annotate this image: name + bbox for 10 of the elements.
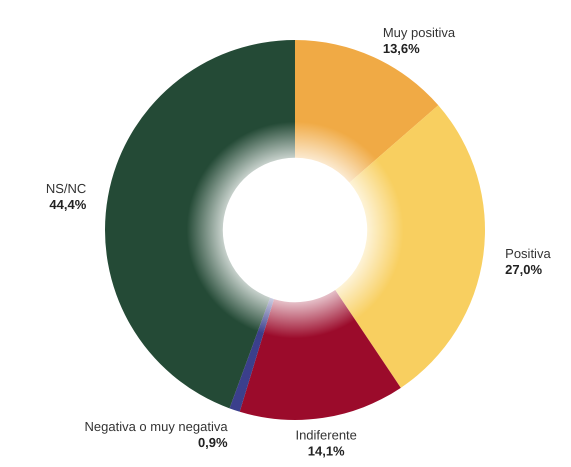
slice-label: Positiva: [505, 246, 552, 261]
data-label: 13,6%: [382, 41, 420, 56]
slice-label: Indiferente: [295, 428, 357, 443]
data-label: 27,0%: [505, 262, 542, 277]
slice-label: NS/NC: [46, 180, 86, 196]
slice-label: Negativa o muy negativa: [84, 419, 228, 434]
data-label: 44,4%: [49, 196, 87, 212]
data-label: 0,9%: [198, 435, 228, 450]
slice-label: Muy positiva: [382, 25, 456, 40]
data-label: 14,1%: [308, 444, 346, 459]
